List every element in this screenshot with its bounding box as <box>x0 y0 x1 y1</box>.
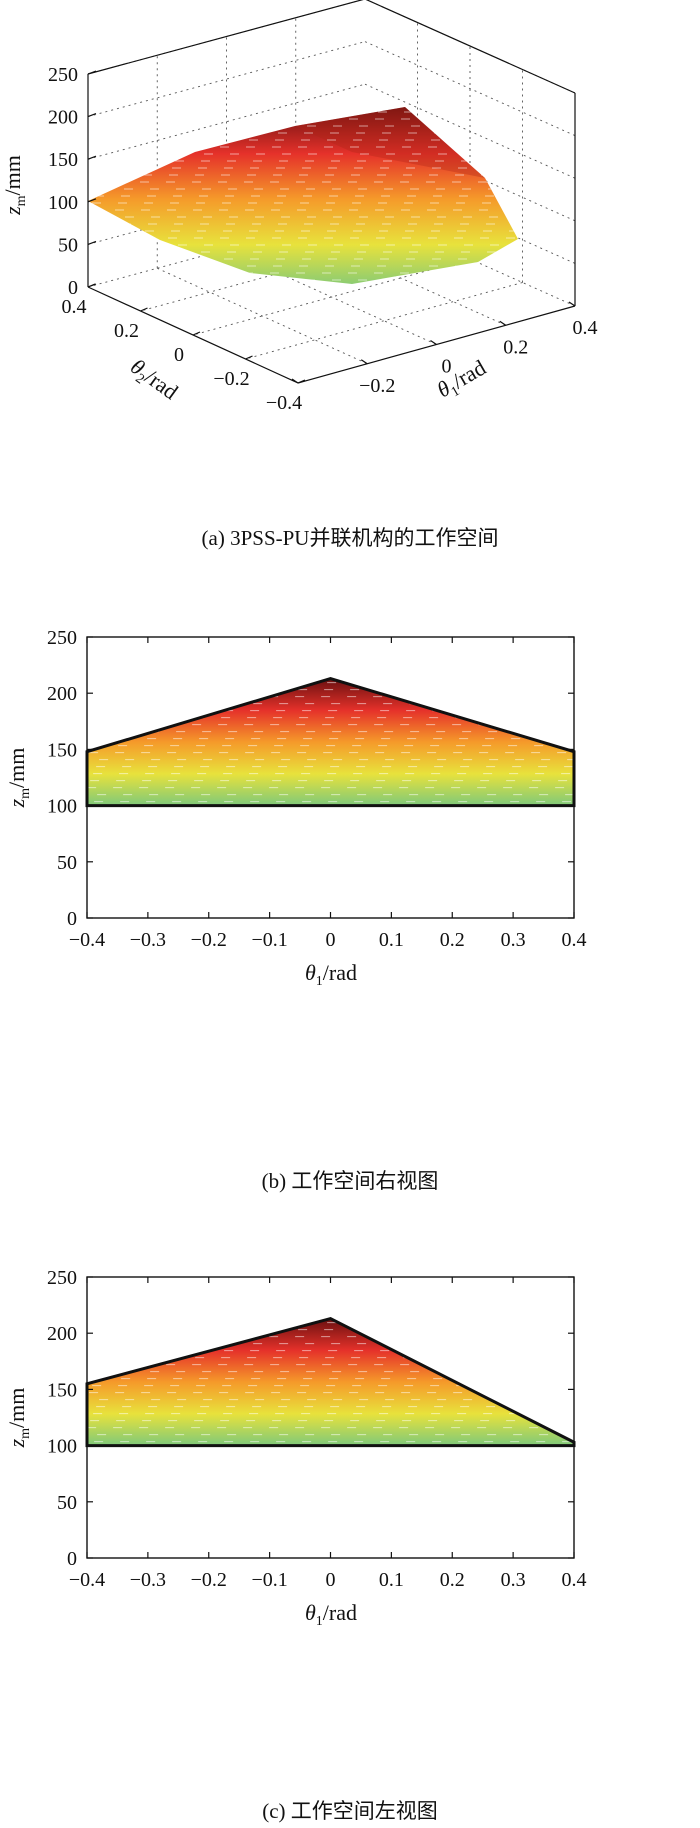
workspace-region <box>87 678 574 806</box>
theta1-tick-label: 0 <box>442 356 452 378</box>
theta1-tick <box>499 320 507 326</box>
z-tick-label: 0 <box>68 277 78 299</box>
x-tick-label: −0.1 <box>251 1569 287 1591</box>
x-tick-label: 0.3 <box>501 929 526 951</box>
x-tick-label: 0.1 <box>379 929 404 951</box>
x-tick-label: −0.4 <box>69 929 105 951</box>
panel-3d-workspace: 0 50 100 150 200 250 0.4 0.2 0 −0.2 −0.4 −0.2 0 0.2 0.… <box>0 0 700 560</box>
x-tick-label: 0 <box>326 1569 336 1591</box>
floor-grid-line <box>157 267 368 365</box>
theta1-tick <box>430 340 437 345</box>
theta2-tick <box>140 307 148 312</box>
theta1-tick-label: −0.2 <box>359 375 395 397</box>
theta2-tick-label: 0.4 <box>62 296 87 318</box>
panel-right-view: −0.4 −0.3 −0.2 −0.1 0 0.1 0.2 0.3 0.4 0 50 100 150 20… <box>0 600 700 1200</box>
surface-shade <box>295 107 485 178</box>
workspace-region <box>87 1318 574 1446</box>
floor-grid-line <box>245 282 523 360</box>
y-tick-label: 100 <box>47 1436 77 1458</box>
y-tick-label: 250 <box>47 1267 77 1289</box>
x-tick-label: 0.3 <box>501 1569 526 1591</box>
box-edge <box>87 0 364 75</box>
y-tick-label: 200 <box>47 1323 77 1345</box>
theta2-tick <box>87 283 96 288</box>
y-tick-label: 0 <box>67 1548 77 1570</box>
y-tick-label: 200 <box>47 683 77 705</box>
theta2-tick <box>245 355 253 360</box>
theta1-tick-label: 0.2 <box>503 336 528 358</box>
y-tick-label: 250 <box>47 627 77 649</box>
y-tick-label: 0 <box>67 908 77 930</box>
theta2-tick-label: −0.4 <box>266 392 302 414</box>
x-tick-label: −0.2 <box>191 929 227 951</box>
x-axis-label: θ1/rad <box>305 1600 357 1629</box>
x-tick-label: −0.2 <box>191 1569 227 1591</box>
x-tick-label: 0.1 <box>379 1569 404 1591</box>
x-tick-label: 0.4 <box>562 929 587 951</box>
y-tick-label: 150 <box>47 739 77 761</box>
theta2-tick-label: −0.2 <box>213 368 249 390</box>
x-tick-label: −0.4 <box>69 1569 105 1591</box>
z-axis-label: zm/mm <box>0 155 29 216</box>
z-grid-line <box>364 41 576 137</box>
caption-c: (c) 工作空间左视图 <box>262 1799 438 1823</box>
z-tick <box>87 155 97 160</box>
z-tick <box>87 113 97 118</box>
chart-right-view: −0.4 −0.3 −0.2 −0.1 0 0.1 0.2 0.3 0.4 0 50 100 150 20… <box>4 627 587 989</box>
z-tick-label: 200 <box>48 107 78 129</box>
z-tick-label: 150 <box>48 149 78 171</box>
y-tick-label: 100 <box>47 796 77 818</box>
x-axis-label: θ1/rad <box>305 960 357 989</box>
chart-left-view: −0.4 −0.3 −0.2 −0.1 0 0.1 0.2 0.3 0.4 0 50 100 150 20… <box>4 1267 587 1629</box>
x-tick-label: −0.1 <box>251 929 287 951</box>
y-tick-label: 50 <box>57 1492 77 1514</box>
theta1-tick <box>568 301 576 307</box>
y-tick-label: 150 <box>47 1379 77 1401</box>
theta2-tick <box>297 379 306 384</box>
x-tick-label: 0.2 <box>440 929 465 951</box>
theta1-tick <box>291 378 299 384</box>
panel-left-view: −0.4 −0.3 −0.2 −0.1 0 0.1 0.2 0.3 0.4 0 50 100 150 20… <box>0 1240 700 1828</box>
box-edge <box>365 0 576 94</box>
floor-grid-line <box>295 230 506 326</box>
x-tick-label: 0 <box>326 929 336 951</box>
x-tick-label: −0.3 <box>130 929 166 951</box>
floor-grid-line <box>226 249 437 345</box>
theta1-tick <box>360 359 368 365</box>
caption-a: (a) 3PSS-PU并联机构的工作空间 <box>201 526 499 550</box>
z-tick-label: 50 <box>58 234 78 256</box>
theta1-tick-label: 0.4 <box>573 317 598 339</box>
x-tick-label: 0.2 <box>440 1569 465 1591</box>
theta2-tick-label: 0 <box>174 344 184 366</box>
x-tick-label: −0.3 <box>130 1569 166 1591</box>
theta2-tick <box>192 331 201 336</box>
z-tick-label: 100 <box>48 192 78 214</box>
y-tick-label: 50 <box>57 852 77 874</box>
caption-b: (b) 工作空间右视图 <box>261 1169 439 1193</box>
z-tick <box>87 240 97 245</box>
z-tick-label: 250 <box>48 64 78 86</box>
y-axis-label: zm/mm <box>4 1388 33 1449</box>
theta2-tick-label: 0.2 <box>114 320 139 342</box>
y-axis-label: zm/mm <box>4 748 33 809</box>
z-tick <box>87 70 97 75</box>
chart-3d-workspace: 0 50 100 150 200 250 0.4 0.2 0 −0.2 −0.4 −0.2 0 0.2 0.… <box>0 0 598 414</box>
z-tick <box>87 198 97 203</box>
x-tick-label: 0.4 <box>562 1569 587 1591</box>
